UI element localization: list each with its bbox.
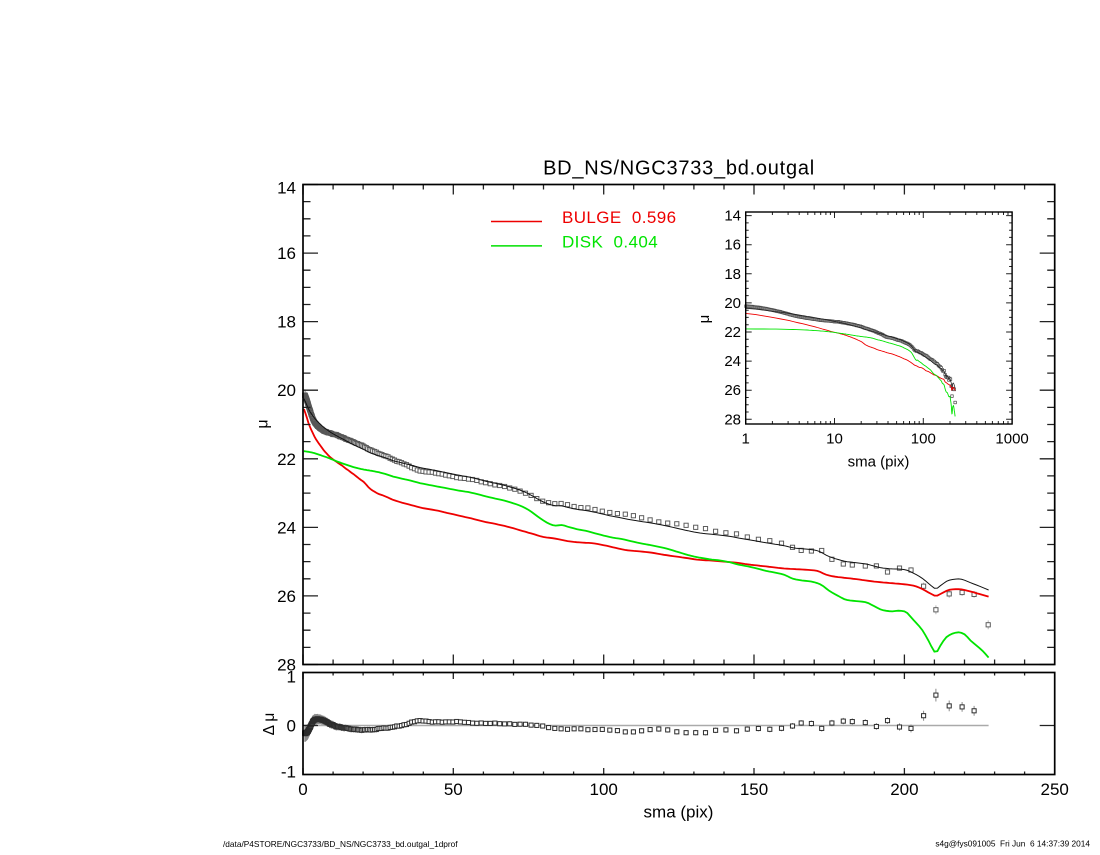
svg-text:μ: μ: [696, 315, 713, 324]
svg-text:250: 250: [1041, 780, 1069, 799]
svg-text:20: 20: [724, 295, 741, 312]
svg-text:22: 22: [724, 324, 741, 341]
svg-text:28: 28: [277, 656, 296, 675]
svg-text:200: 200: [890, 780, 918, 799]
svg-text:BD_NS/NGC3733_bd.outgal: BD_NS/NGC3733_bd.outgal: [543, 158, 815, 180]
svg-text:28: 28: [724, 411, 741, 428]
svg-text:10: 10: [826, 431, 843, 448]
svg-text:26: 26: [724, 382, 741, 399]
svg-text:16: 16: [724, 237, 741, 254]
svg-text:sma (pix): sma (pix): [644, 803, 714, 822]
svg-text:0: 0: [298, 780, 307, 799]
svg-text:DISK 0.404: DISK 0.404: [562, 232, 658, 251]
svg-text:14: 14: [277, 179, 296, 198]
svg-text:14: 14: [724, 208, 741, 225]
svg-text:Δ μ: Δ μ: [261, 713, 278, 736]
svg-text:16: 16: [277, 244, 296, 263]
svg-text:18: 18: [277, 313, 296, 332]
svg-text:24: 24: [277, 518, 296, 537]
svg-text:1: 1: [287, 668, 296, 687]
svg-text:150: 150: [740, 780, 768, 799]
svg-text:100: 100: [590, 780, 618, 799]
svg-text:μ: μ: [255, 419, 272, 428]
svg-text:50: 50: [444, 780, 463, 799]
svg-text:1: 1: [742, 431, 750, 448]
svg-text:s4g@fys091005 Fri Jun 6 14:3: s4g@fys091005 Fri Jun 6 14:37:39 2014: [935, 839, 1090, 849]
svg-text:BULGE 0.596: BULGE 0.596: [562, 208, 676, 227]
svg-text:1000: 1000: [995, 431, 1028, 448]
svg-text:18: 18: [724, 266, 741, 283]
svg-text:/data/P4STORE/NGC3733/BD_NS/NG: /data/P4STORE/NGC3733/BD_NS/NGC3733_bd.o…: [223, 839, 458, 849]
svg-text:24: 24: [724, 353, 741, 370]
svg-text:0: 0: [287, 717, 296, 736]
svg-text:22: 22: [277, 450, 296, 469]
svg-text:20: 20: [277, 381, 296, 400]
svg-text:26: 26: [277, 587, 296, 606]
svg-text:100: 100: [911, 431, 936, 448]
svg-text:-1: -1: [281, 763, 296, 782]
svg-text:sma (pix): sma (pix): [848, 454, 910, 471]
